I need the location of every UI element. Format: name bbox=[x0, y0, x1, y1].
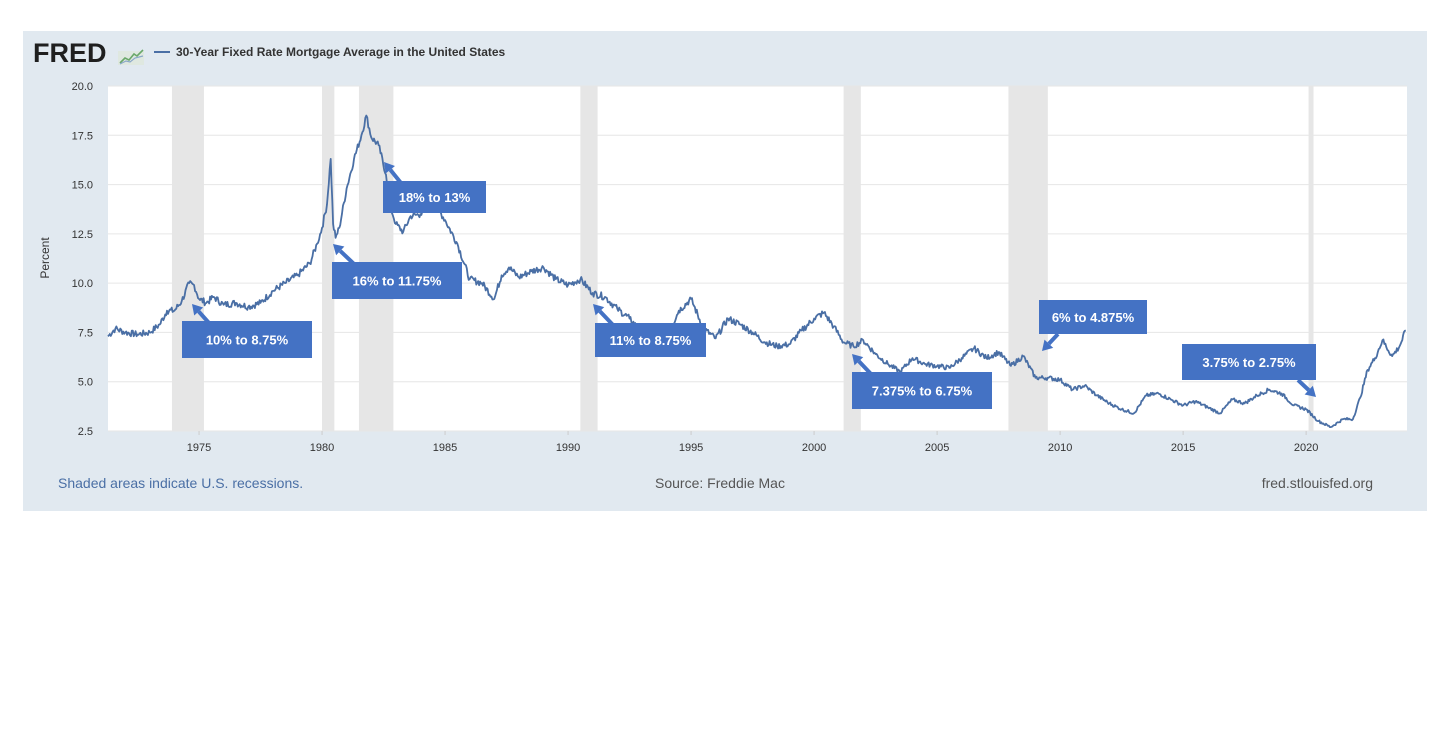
annotation-label: 11% to 8.75% bbox=[610, 333, 692, 348]
x-tick-label: 2010 bbox=[1048, 442, 1072, 454]
annotation-arrow-shaft bbox=[1296, 378, 1311, 392]
x-tick-label: 2000 bbox=[802, 442, 826, 454]
annotation-callout-6: 3.75% to 2.75% bbox=[1182, 344, 1316, 397]
x-tick-label: 1975 bbox=[187, 442, 211, 454]
y-tick-label: 2.5 bbox=[78, 426, 93, 438]
x-tick-label: 2015 bbox=[1171, 442, 1195, 454]
x-tick-label: 1990 bbox=[556, 442, 580, 454]
annotation-box bbox=[182, 321, 312, 358]
recession-band-2 bbox=[358, 86, 394, 431]
annotation-box bbox=[1182, 344, 1316, 380]
annotation-callout-4: 7.375% to 6.75% bbox=[852, 354, 992, 409]
y-tick-label: 17.5 bbox=[72, 130, 93, 142]
annotation-label: 10% to 8.75% bbox=[206, 333, 289, 348]
source-label: Source: Freddie Mac bbox=[655, 475, 785, 491]
x-tick-label: 1980 bbox=[310, 442, 334, 454]
annotation-arrow-head bbox=[593, 304, 605, 316]
annotation-arrow-shaft bbox=[338, 249, 356, 266]
annotation-callout-2: 18% to 13% bbox=[383, 162, 486, 213]
annotation-callout-3: 11% to 8.75% bbox=[593, 304, 706, 357]
recession-band-1 bbox=[322, 86, 335, 431]
x-tick-label: 1985 bbox=[433, 442, 457, 454]
site-link[interactable]: fred.stlouisfed.org bbox=[1262, 475, 1373, 491]
recession-band-3 bbox=[580, 86, 598, 431]
annotation-callout-5: 6% to 4.875% bbox=[1039, 300, 1147, 351]
series-line-0 bbox=[107, 114, 1406, 429]
annotation-box bbox=[595, 323, 706, 357]
y-tick-label: 5.0 bbox=[78, 377, 93, 389]
annotation-arrow-shaft bbox=[1047, 332, 1060, 346]
x-tick-label: 2020 bbox=[1294, 442, 1318, 454]
series-title: 30-Year Fixed Rate Mortgage Average in t… bbox=[176, 45, 506, 59]
y-axis-ticks: 2.5 5.0 7.5 10.0 12.5 15.0 17.5 20.0 bbox=[72, 81, 93, 438]
gridlines bbox=[108, 85, 1407, 432]
annotation-callout-1: 16% to 11.75% bbox=[332, 244, 462, 299]
x-tick-label: 2005 bbox=[925, 442, 949, 454]
annotation-callout-0: 10% to 8.75% bbox=[182, 304, 312, 358]
annotation-box bbox=[852, 372, 992, 409]
annotation-arrow-shaft bbox=[598, 309, 615, 327]
chart-header: FRED 30-Year Fixed Rate Mortgage Average… bbox=[33, 38, 506, 68]
annotation-box bbox=[383, 181, 486, 213]
annotations: 10% to 8.75% 16% to 11.75% 18% to 13% 11% t… bbox=[182, 162, 1316, 409]
annotation-label: 6% to 4.875% bbox=[1052, 310, 1135, 325]
y-axis-label: Percent bbox=[38, 237, 52, 279]
recession-band-6 bbox=[1308, 86, 1314, 431]
fred-logo[interactable]: FRED bbox=[33, 38, 107, 68]
y-tick-label: 10.0 bbox=[72, 278, 93, 290]
recession-band-0 bbox=[171, 86, 204, 431]
annotation-label: 7.375% to 6.75% bbox=[872, 384, 973, 399]
y-tick-label: 7.5 bbox=[78, 327, 93, 339]
y-tick-label: 12.5 bbox=[72, 229, 93, 241]
annotation-arrow-head bbox=[333, 244, 345, 256]
y-tick-label: 15.0 bbox=[72, 180, 93, 192]
annotation-arrow-head bbox=[384, 162, 395, 174]
y-tick-label: 20.0 bbox=[72, 81, 93, 93]
annotation-box bbox=[332, 262, 462, 299]
fred-logo-chart-icon bbox=[118, 49, 144, 65]
annotation-arrow-shaft bbox=[857, 359, 873, 376]
recession-note: Shaded areas indicate U.S. recessions. bbox=[58, 475, 303, 491]
annotation-box bbox=[1039, 300, 1147, 334]
annotation-arrow-shaft bbox=[388, 168, 403, 185]
annotation-arrow-head bbox=[1304, 385, 1316, 397]
chart-panel: FRED 30-Year Fixed Rate Mortgage Average… bbox=[23, 31, 1427, 511]
chart-svg: FRED 30-Year Fixed Rate Mortgage Average… bbox=[33, 38, 1407, 491]
annotation-arrow-head bbox=[852, 354, 864, 366]
x-tick-label: 1995 bbox=[679, 442, 703, 454]
annotation-label: 3.75% to 2.75% bbox=[1202, 355, 1296, 370]
series-layer bbox=[107, 114, 1406, 429]
annotation-arrow-head bbox=[1042, 339, 1054, 351]
recession-band-5 bbox=[1008, 86, 1048, 431]
annotation-arrow-head bbox=[192, 304, 204, 316]
x-axis-ticks: 1975 1980 1985 1990 1995 2000 2005 2010 2015 2020 bbox=[187, 431, 1318, 454]
annotation-label: 18% to 13% bbox=[399, 190, 471, 205]
annotation-label: 16% to 11.75% bbox=[353, 274, 442, 289]
